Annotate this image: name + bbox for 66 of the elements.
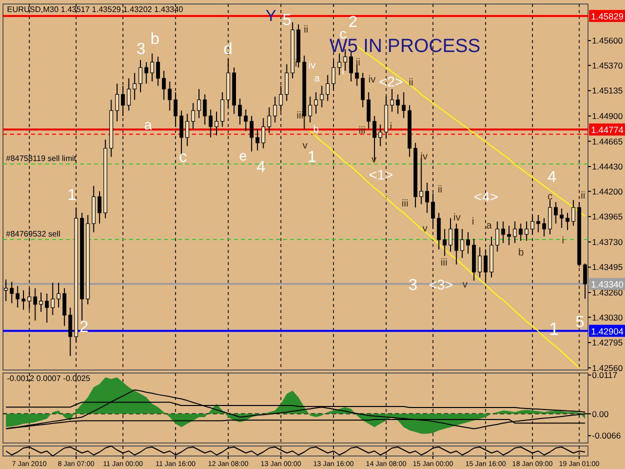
annotation: ii [438, 184, 442, 196]
annotation: v [372, 154, 376, 166]
y-tick-label: 1.43965 [592, 212, 623, 222]
annotation: 1 [308, 149, 317, 166]
annotation: e [239, 148, 248, 164]
annotation: i [342, 66, 344, 78]
y-tick-label: 1.45600 [592, 36, 623, 46]
y-tick-label: 1.42795 [592, 338, 623, 348]
annotation: ii [408, 78, 414, 89]
annotation: d [224, 41, 232, 58]
annotation: i [390, 122, 392, 133]
y-tick-label: 1.43730 [592, 236, 623, 247]
annotation: <4> [474, 188, 498, 205]
y-tick-label: 1.45370 [592, 60, 623, 70]
annotation: b [150, 31, 160, 48]
annotation: iv [420, 152, 428, 163]
annotation: iv [368, 74, 376, 86]
annotation: v [422, 224, 428, 235]
ref-line-label: 1.42904 [591, 326, 624, 336]
annotation: iv [453, 212, 461, 224]
annotation: iii [440, 258, 448, 269]
annotation: ii [580, 190, 586, 202]
annotation: b [518, 248, 524, 259]
y-tick-label: 1.44665 [592, 136, 623, 146]
annotation: ii [304, 24, 308, 36]
ref-line-label: #84758119 sell limit [6, 154, 77, 163]
y-tick-label: 0.00 [592, 408, 609, 419]
annotation: <1> [368, 166, 394, 183]
annotation: c [548, 192, 552, 203]
annotation: 1 [68, 187, 77, 204]
y-tick-label: 1.44900 [592, 110, 623, 121]
y-tick-label: 1.43495 [592, 262, 623, 272]
annotation: 4 [548, 169, 557, 186]
chart-title: -0.0012 0.0007 -0.0025 [7, 374, 91, 383]
annotation: 5 [576, 314, 585, 332]
annotation: v [302, 140, 308, 152]
y-tick-label: 1.43030 [592, 312, 623, 322]
annotation: 3 [408, 277, 418, 294]
annotation: iv [308, 60, 316, 72]
ref-line-label: 1.43340 [591, 279, 624, 290]
annotation: iii [296, 110, 304, 122]
annotation: 2 [348, 14, 358, 32]
annotation: <2> [378, 74, 404, 90]
annotation: ii [356, 58, 360, 69]
annotation: i [472, 216, 474, 228]
annotation: i [294, 58, 298, 70]
annotation: 4 [256, 159, 266, 176]
annotation: a [314, 74, 320, 85]
annotation: i [562, 236, 564, 247]
y-tick-label: -0.0066 [592, 430, 622, 441]
ref-line-label: 1.45829 [591, 11, 624, 22]
annotation: c [179, 149, 187, 166]
ref-line-label: 1.44774 [591, 125, 624, 136]
y-tick-label: 1.45135 [592, 86, 623, 96]
chart-title: EURUSD,M30 1.43517 1.43529 1.43202 1.43340 [7, 5, 184, 14]
annotation: a [144, 116, 152, 133]
annotation: 5 [282, 12, 292, 30]
annotation: a [486, 220, 492, 232]
y-tick-label: 1.44200 [592, 186, 623, 196]
annotation: 3 [136, 41, 146, 58]
annotation: v [462, 280, 468, 291]
annotation: iii [402, 198, 408, 210]
annotation: <3> [428, 276, 454, 293]
y-tick-label: 1.44430 [592, 162, 623, 172]
y-tick-label: 1.43260 [592, 287, 623, 298]
ref-line-label: #84769532 sell [6, 230, 60, 239]
